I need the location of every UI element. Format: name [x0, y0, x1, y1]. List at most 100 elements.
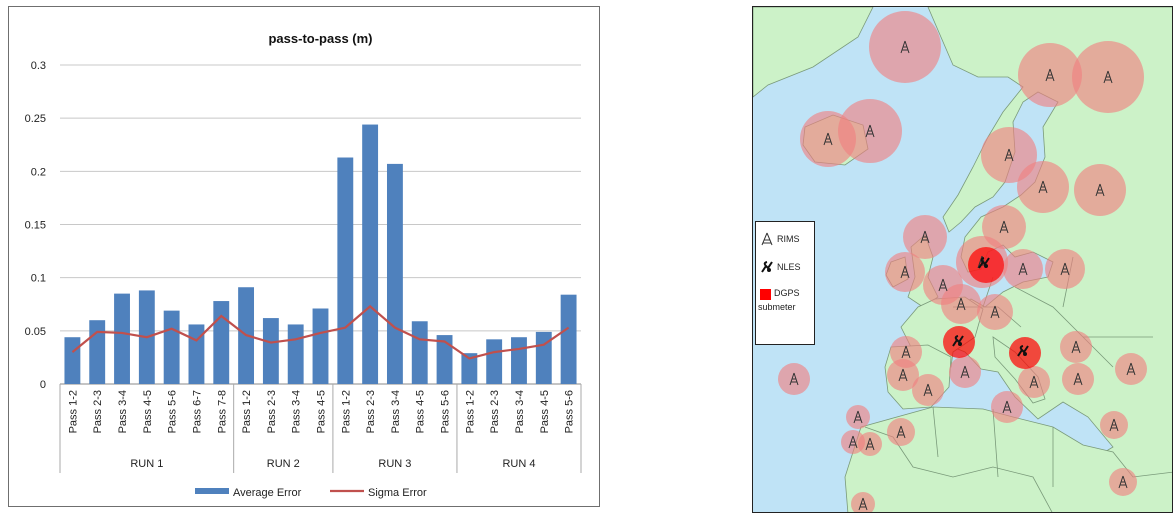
coverage-circle — [851, 492, 875, 512]
x-tick-label: Pass 6-7 — [191, 390, 203, 433]
bar — [89, 320, 106, 384]
rims-antenna-icon — [923, 383, 933, 397]
bar — [436, 335, 453, 384]
rims-antenna-icon-shape — [920, 230, 930, 244]
bar — [213, 301, 230, 384]
x-tick-label: Pass 2-3 — [489, 390, 501, 433]
rims-antenna-icon-shape — [1071, 340, 1081, 354]
bar — [386, 163, 403, 384]
bar — [312, 308, 329, 384]
rims-antenna-icon-shape — [923, 383, 933, 397]
rims-antenna-icon — [920, 230, 930, 244]
rims-antenna-icon — [900, 265, 910, 279]
bar — [411, 321, 428, 384]
rims-antenna-icon-shape — [853, 410, 863, 424]
country-borders — [864, 406, 1054, 512]
bar — [511, 337, 527, 384]
bar — [163, 310, 180, 384]
legend-bar-swatch — [195, 488, 229, 494]
bar — [114, 293, 130, 384]
nles-dish-base — [984, 264, 988, 268]
chart-title: pass-to-pass (m) — [268, 31, 372, 46]
x-tick-label: Pass 3-4 — [514, 390, 526, 433]
rims-antenna-icon-shape — [1004, 148, 1014, 162]
europe-coverage-map — [753, 7, 1172, 512]
rims-antenna-icon — [1073, 372, 1083, 386]
rims-antenna-icon-shape — [990, 305, 1000, 319]
rims-antenna-icon-shape — [823, 132, 833, 146]
nles-dish-shape — [1017, 345, 1029, 357]
group-label: RUN 4 — [502, 458, 535, 470]
x-tick-label: Pass 4-5 — [539, 390, 551, 433]
x-tick-label: Pass 1-2 — [241, 390, 253, 433]
rims-antenna-icon — [990, 305, 1000, 319]
rims-antenna-icon — [1038, 180, 1048, 194]
bar — [560, 294, 577, 384]
x-tick-label: Pass 2-3 — [266, 390, 278, 433]
group-label: RUN 2 — [267, 458, 300, 470]
rims-antenna-icon — [1109, 418, 1119, 432]
x-tick-label: Pass 5-6 — [167, 390, 179, 433]
rims-antenna-icon-shape — [865, 437, 875, 451]
rims-antenna-icon-shape — [1103, 70, 1113, 84]
rims-antenna-icon — [853, 410, 863, 424]
nles-dish-base — [958, 342, 962, 346]
rims-antenna-icon — [1071, 340, 1081, 354]
rims-antenna-icon — [1045, 68, 1055, 82]
x-tick-label: Pass 4-5 — [415, 390, 427, 433]
rims-antenna-icon-shape — [1029, 375, 1039, 389]
rims-antenna-icon-shape — [1126, 362, 1136, 376]
rims-antenna-icon-shape — [901, 345, 911, 359]
map-legend: RIMS NLES DGPS submeter — [755, 221, 815, 345]
x-tick-label: Pass 4-5 — [316, 390, 328, 433]
y-tick-label: 0 — [40, 379, 46, 391]
rims-antenna-icon — [960, 365, 970, 379]
rims-antenna-icon-shape — [956, 297, 966, 311]
y-tick-label: 0.1 — [31, 273, 46, 285]
rims-antenna-icon — [1060, 262, 1070, 276]
y-tick-label: 0.15 — [25, 220, 46, 232]
x-tick-label: Pass 1-2 — [464, 390, 476, 433]
rims-antenna-icon — [865, 124, 875, 138]
y-tick-label: 0.3 — [31, 60, 46, 72]
rims-antenna-icon — [848, 435, 858, 449]
x-tick-label: Pass 4-5 — [142, 390, 154, 433]
legend-average-error: Average Error — [233, 487, 302, 499]
dgps-square-icon — [760, 289, 771, 300]
legend-rims: RIMS — [760, 232, 800, 246]
bar-line-chart: pass-to-pass (m) 0 0.05 0.1 0.15 0.2 0.25 0.3 Pa… — [25, 31, 582, 499]
rims-antenna-icon — [865, 437, 875, 451]
legend-nles-label: NLES — [777, 262, 801, 272]
bar — [486, 339, 503, 384]
rims-antenna-icon-shape — [938, 278, 948, 292]
legend-dgps-label: DGPS — [774, 288, 800, 298]
rims-antenna-icon-shape — [1095, 183, 1105, 197]
rims-antenna-icon-shape — [898, 368, 908, 382]
x-tick-label: Pass 2-3 — [365, 390, 377, 433]
nles-satellite-dish-icon — [1017, 345, 1029, 357]
x-tick-label: Pass 3-4 — [117, 390, 129, 433]
rims-antenna-icon — [1095, 183, 1105, 197]
y-tick-label: 0.25 — [25, 113, 46, 125]
rims-antenna-icon-shape — [1109, 418, 1119, 432]
legend-dgps-sublabel: submeter — [758, 302, 796, 312]
legend-nles: NLES — [760, 260, 801, 274]
rims-antenna-icon — [858, 497, 868, 511]
bar — [461, 353, 478, 384]
rims-antenna-icon-shape — [789, 372, 799, 386]
rims-antenna-icon-shape — [1018, 262, 1028, 276]
nles-satellite-dish-icon — [761, 261, 773, 273]
x-tick-label: Pass 1-2 — [340, 390, 352, 433]
rims-antenna-icon — [901, 345, 911, 359]
rims-antenna-icon — [1103, 70, 1113, 84]
y-tick-label: 0.05 — [25, 326, 46, 338]
x-tick-label: Pass 2-3 — [92, 390, 104, 433]
nles-satellite-dish-icon — [952, 335, 964, 347]
bar — [262, 318, 279, 384]
rims-antenna-icon — [1018, 262, 1028, 276]
bar — [337, 157, 354, 384]
legend-dgps-sub: submeter — [758, 302, 796, 312]
rims-antenna-icon — [823, 132, 833, 146]
rims-antenna-icon-shape — [848, 435, 858, 449]
rims-antenna-icon — [761, 232, 773, 246]
